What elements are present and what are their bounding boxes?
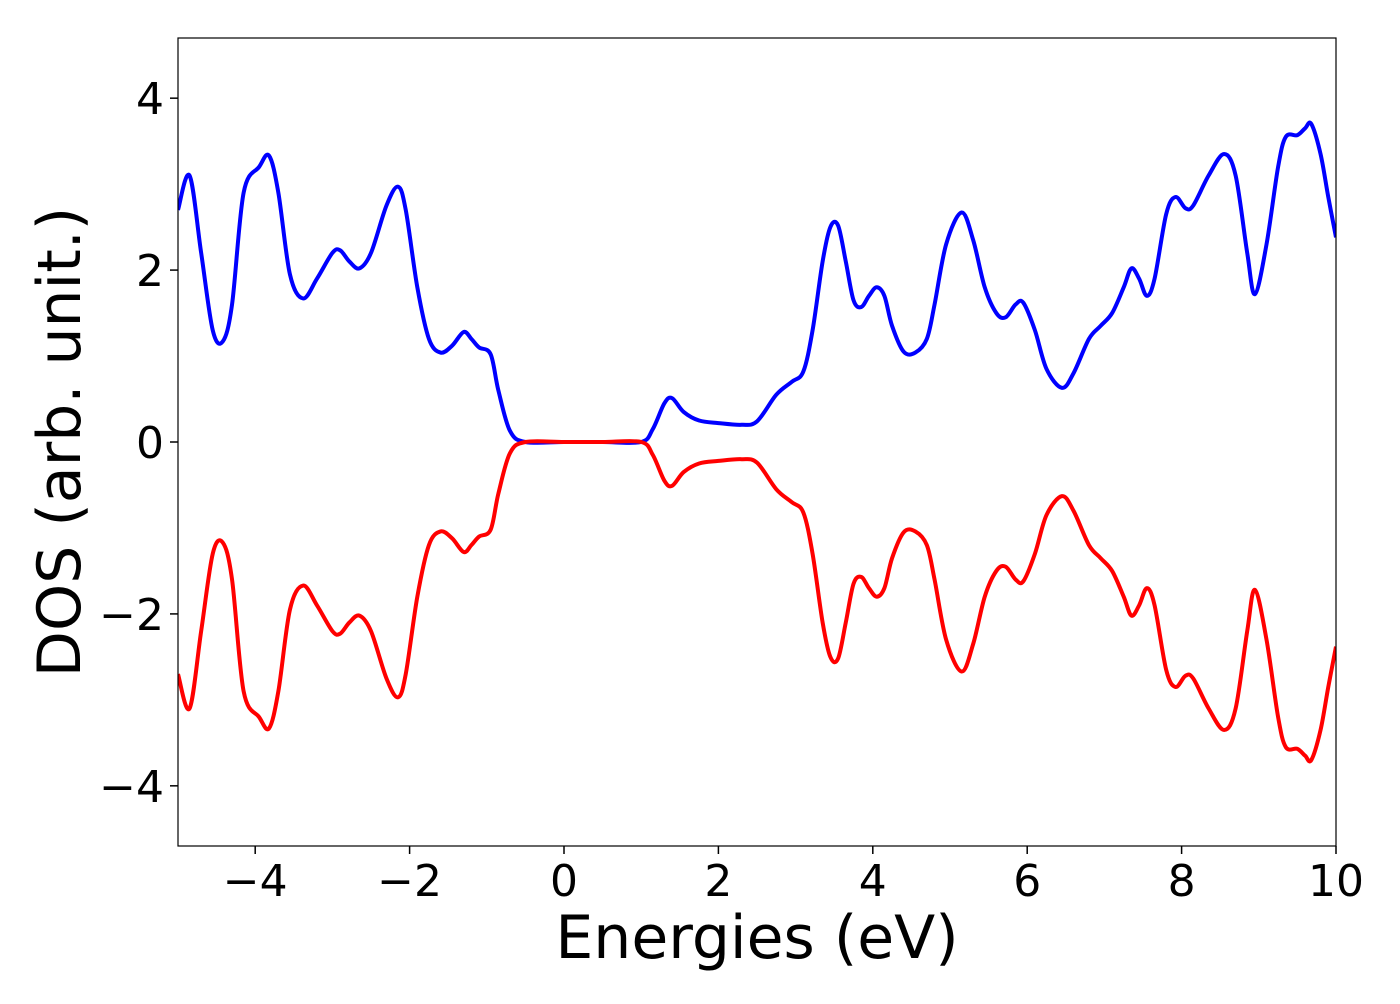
y-tick-label: −2 — [99, 590, 164, 641]
plot-background — [178, 38, 1336, 846]
x-axis-ticks: −4 −2 0 2 4 6 8 10 — [223, 846, 1364, 907]
y-tick-label: 2 — [136, 246, 164, 297]
series-line-1 — [178, 439, 1336, 764]
x-tick-label: 4 — [859, 856, 887, 907]
x-tick-label: 10 — [1308, 856, 1364, 907]
y-tick-label: −4 — [99, 762, 164, 813]
series-line-0 — [178, 120, 1336, 445]
y-axis-label: DOS (arb. unit.) — [25, 207, 95, 677]
x-axis-label: Energies (eV) — [555, 903, 958, 973]
x-tick-label: 2 — [704, 856, 732, 907]
x-tick-label: 8 — [1168, 856, 1196, 907]
x-tick-label: 6 — [1013, 856, 1041, 907]
x-tick-label: 0 — [550, 856, 578, 907]
series-layer — [178, 120, 1336, 764]
x-tick-label: −2 — [377, 856, 442, 907]
x-tick-label: −4 — [223, 856, 288, 907]
y-axis-ticks: −4 −2 0 2 4 — [99, 74, 178, 813]
y-tick-label: 4 — [136, 74, 164, 125]
y-tick-label: 0 — [136, 418, 164, 469]
